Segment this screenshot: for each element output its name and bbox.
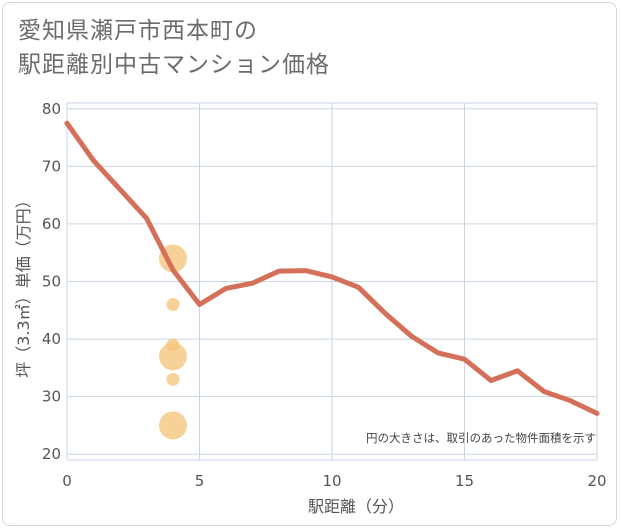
line-series bbox=[64, 120, 600, 416]
x-axis-ticks: 0 5 10 15 20 bbox=[62, 472, 606, 490]
chart-title-line-1: 愛知県瀬戸市西本町の bbox=[18, 18, 258, 44]
bubble-point-3 bbox=[159, 342, 187, 371]
chart-note: 円の大きさは、取引のあった物件面積を示す bbox=[366, 431, 596, 445]
x-tick-label-10: 10 bbox=[322, 472, 341, 490]
y-axis-label: 坪（3.3㎡）単価（万円） bbox=[14, 192, 33, 377]
y-tick-label-60: 60 bbox=[42, 215, 61, 233]
x-axis-label: 駅距離（分） bbox=[308, 497, 404, 516]
x-tick-label-15: 15 bbox=[455, 472, 474, 490]
y-axis-ticks: 20 30 40 50 60 70 80 bbox=[42, 100, 61, 463]
y-tick-label-50: 50 bbox=[42, 273, 61, 291]
x-tick-label-0: 0 bbox=[62, 472, 72, 490]
bubble-point-4 bbox=[166, 372, 180, 386]
bubble-point-5 bbox=[159, 411, 187, 440]
y-tick-label-70: 70 bbox=[42, 157, 61, 175]
bubble-point-1 bbox=[166, 298, 180, 312]
y-tick-label-30: 30 bbox=[42, 388, 61, 406]
y-tick-label-80: 80 bbox=[42, 100, 61, 118]
y-tick-label-40: 40 bbox=[42, 330, 61, 348]
grid bbox=[66, 102, 598, 461]
y-tick-label-20: 20 bbox=[42, 445, 61, 463]
chart-title-line-2: 駅距離別中古マンション価格 bbox=[18, 52, 330, 78]
series-line-0 bbox=[64, 120, 600, 416]
x-tick-label-5: 5 bbox=[195, 472, 205, 490]
chart-title: 愛知県瀬戸市西本町の 駅距離別中古マンション価格 bbox=[18, 14, 330, 82]
x-tick-label-20: 20 bbox=[587, 472, 606, 490]
